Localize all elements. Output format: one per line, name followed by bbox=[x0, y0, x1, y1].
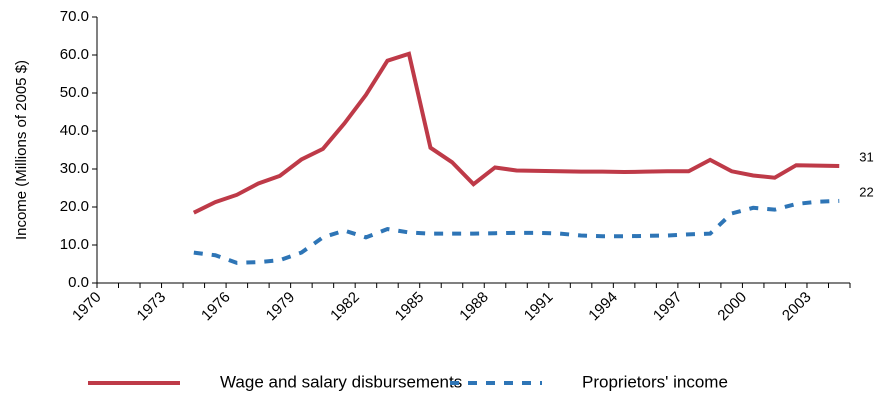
y-tick-label: 20.0 bbox=[60, 198, 89, 215]
x-tick-label: 1985 bbox=[392, 289, 428, 325]
x-tick-label: 1991 bbox=[521, 289, 557, 325]
y-tick-label: 60.0 bbox=[60, 46, 89, 63]
x-tick-label: 1988 bbox=[456, 289, 492, 325]
y-tick-label: 40.0 bbox=[60, 122, 89, 139]
y-tick-label: 0.0 bbox=[68, 274, 89, 291]
x-tick-label: 1979 bbox=[263, 289, 299, 325]
value-label: 22 bbox=[859, 184, 873, 199]
x-tick-label: 1982 bbox=[327, 289, 363, 325]
y-axis-title: Income (Millions of 2005 $) bbox=[13, 60, 30, 240]
legend-label: Proprietors' income bbox=[582, 372, 728, 391]
legend-label: Wage and salary disbursements bbox=[220, 372, 462, 391]
x-tick-label: 1970 bbox=[69, 289, 105, 325]
y-tick-label: 30.0 bbox=[60, 160, 89, 177]
x-tick-label: 1997 bbox=[650, 289, 686, 325]
y-tick-label: 70.0 bbox=[60, 8, 89, 25]
series-line bbox=[193, 198, 840, 265]
value-label: 31 bbox=[859, 149, 873, 164]
y-tick-label: 10.0 bbox=[60, 236, 89, 253]
x-tick-label: 1973 bbox=[134, 289, 170, 325]
x-tick-label: 1994 bbox=[585, 289, 621, 325]
x-tick-label: 2000 bbox=[714, 289, 750, 325]
x-tick-label: 1976 bbox=[198, 289, 234, 325]
series-line bbox=[192, 51, 840, 215]
y-tick-label: 50.0 bbox=[60, 84, 89, 101]
x-tick-label: 2003 bbox=[779, 289, 815, 325]
